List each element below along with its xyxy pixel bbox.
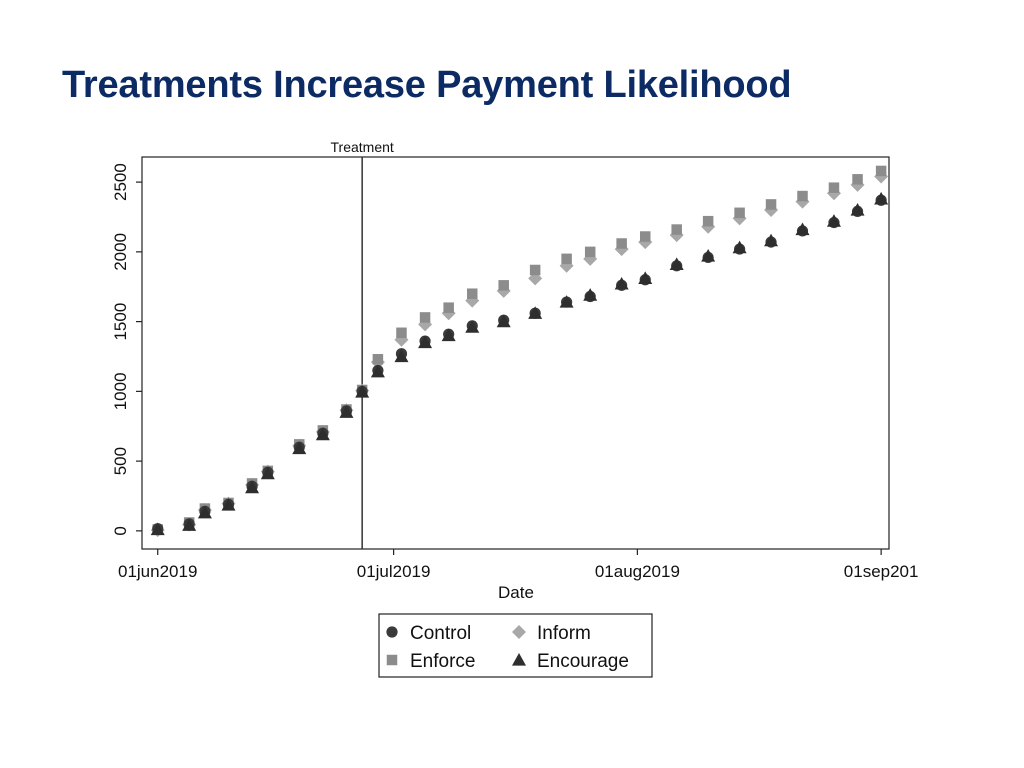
encourage-point [732, 240, 747, 254]
encourage-point [496, 314, 511, 328]
enforce-point [765, 199, 777, 210]
x-tick-label: 01aug2019 [595, 562, 680, 581]
y-tick-label: 2000 [111, 233, 130, 271]
enforce-point [852, 174, 863, 185]
encourage-point [370, 364, 385, 378]
legend-control-marker [386, 626, 398, 638]
encourage-point [850, 203, 865, 216]
legend-control-label: Control [410, 623, 471, 644]
enforce-point [529, 264, 541, 276]
enforce-point [616, 238, 627, 249]
encourage-point [221, 498, 236, 511]
encourage-point [418, 335, 433, 349]
encourage-point [583, 288, 598, 301]
encourage-point [874, 191, 889, 205]
encourage-point [701, 249, 716, 262]
legend: Control Inform Enforce Encourage [378, 613, 653, 678]
encourage-point [394, 349, 409, 363]
treatment-label: Treatment [331, 139, 394, 155]
encourage-point [197, 505, 212, 519]
enforce-point [419, 312, 431, 323]
encourage-point [315, 427, 330, 441]
enforce-point [639, 231, 651, 242]
encourage-point [826, 214, 841, 227]
y-tick-label: 0 [111, 526, 130, 535]
x-axis: 01jun2019 01jul2019 01aug2019 01sep201 [118, 549, 918, 581]
legend-inform-label: Inform [537, 623, 591, 644]
encourage-point [764, 233, 779, 247]
encourage-point [669, 257, 684, 271]
legend-box [378, 613, 653, 678]
encourage-point [795, 222, 810, 236]
enforce-point [702, 215, 714, 227]
enforce-point [372, 354, 384, 365]
encourage-point [355, 385, 370, 398]
encourage-point [528, 306, 543, 319]
enforce-point [498, 280, 509, 291]
legend-enforce-marker [386, 654, 398, 666]
data-points [150, 165, 889, 538]
encourage-point [245, 480, 260, 494]
x-tick-label: 01jul2019 [357, 562, 431, 581]
encourage-point [559, 295, 574, 308]
enforce-point [467, 288, 478, 299]
encourage-point [260, 466, 275, 480]
enforce-point [828, 182, 840, 193]
encourage-point [182, 518, 197, 531]
slide-title: Treatments Increase Payment Likelihood [62, 64, 792, 106]
plot-frame [141, 156, 890, 550]
y-tick-label: 500 [111, 447, 130, 475]
x-tick-label: 01sep201 [844, 562, 919, 581]
enforce-point [734, 207, 745, 219]
encourage-point [441, 328, 456, 342]
legend-enforce-label: Enforce [410, 651, 475, 672]
y-axis: 0 500 1000 1500 2000 2500 [111, 163, 142, 536]
enforce-point [671, 224, 682, 235]
enforce-point [443, 302, 454, 313]
y-tick-label: 1000 [111, 372, 130, 410]
enforce-point [396, 327, 407, 339]
encourage-point [150, 522, 165, 536]
enforce-point [584, 246, 596, 258]
y-tick-label: 1500 [111, 303, 130, 341]
encourage-point [292, 441, 307, 455]
encourage-point [339, 405, 354, 418]
encourage-point [614, 276, 629, 290]
legend-inform-marker [512, 625, 526, 639]
treatment-line-group: Treatment [331, 139, 394, 549]
y-tick-label: 2500 [111, 163, 130, 201]
encourage-point [465, 320, 480, 333]
encourage-point [638, 271, 653, 284]
enforce-point [875, 165, 887, 177]
legend-encourage-label: Encourage [537, 651, 629, 672]
enforce-point [561, 253, 572, 265]
legend-encourage-marker [512, 653, 526, 666]
x-tick-label: 01jun2019 [118, 562, 197, 581]
x-axis-title: Date [498, 583, 534, 602]
enforce-point [797, 190, 808, 202]
